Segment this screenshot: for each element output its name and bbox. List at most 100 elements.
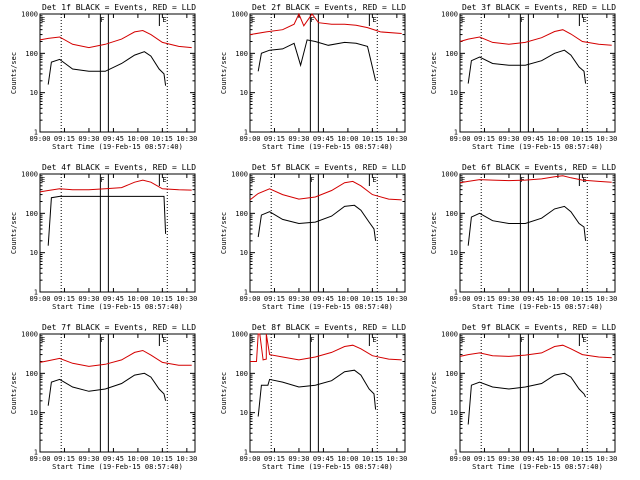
chart-panel-9: Det 9f BLACK = Events, RED = LLD 1 10 100 10… [430, 323, 617, 471]
event-rate-series-line [467, 49, 587, 84]
lld-rate-series-line [250, 333, 402, 362]
x-tick-label: 10:00 [127, 455, 148, 463]
event-rate-series-line [467, 205, 587, 246]
x-tick-label: 10:15 [572, 455, 593, 463]
x-tick-label: 09:15 [54, 455, 75, 463]
plot-frame [39, 13, 196, 133]
marker-label: E [162, 336, 166, 344]
x-tick-label: 09:45 [523, 295, 544, 303]
y-tick-label: 100 [235, 50, 248, 58]
marker-label: F [310, 16, 314, 24]
y-tick-label: 1 [34, 289, 38, 297]
x-tick-label: 09:30 [498, 135, 519, 143]
marker-label: F [100, 16, 104, 24]
x-tick-label: 09:00 [29, 135, 50, 143]
x-tick-label: 09:00 [239, 135, 260, 143]
y-tick-label: 10 [30, 409, 38, 417]
y-tick-label: 1000 [441, 171, 458, 179]
event-rate-series-line [257, 204, 377, 241]
x-tick-label: 09:30 [288, 135, 309, 143]
chart-panel-8: Det 8f BLACK = Events, RED = LLD 1 10 100 10… [220, 323, 407, 471]
x-tick-label: 10:30 [176, 295, 197, 303]
lld-rate-series-line [459, 175, 612, 184]
x-tick-label: 10:15 [362, 295, 383, 303]
lld-rate-series-line [459, 29, 612, 46]
x-tick-label: 10:00 [547, 455, 568, 463]
chart-panel-1: Det 1f BLACK = Events, RED = LLD 1 10 100 10… [10, 3, 197, 151]
x-tick-label: 09:15 [474, 295, 495, 303]
x-axis-label: Start Time (19-Feb-15 08:57:40) [472, 463, 603, 471]
event-rate-series-line [47, 372, 167, 406]
x-tick-label: 09:30 [78, 295, 99, 303]
y-tick-label: 1000 [441, 331, 458, 339]
y-tick-label: 1 [244, 129, 248, 137]
marker-label: F [100, 176, 104, 184]
x-tick-label: 09:45 [313, 135, 334, 143]
y-tick-label: 1000 [21, 331, 38, 339]
x-axis-label: Start Time (19-Feb-15 08:57:40) [52, 463, 183, 471]
lld-rate-series-line [39, 179, 192, 193]
x-tick-label: 09:30 [78, 135, 99, 143]
x-tick-label: 09:45 [103, 135, 124, 143]
marker-label: F [310, 176, 314, 184]
marker-label: E [162, 16, 166, 24]
chart-panel-3: Det 3f BLACK = Events, RED = LLD 1 10 100 10… [430, 3, 617, 151]
plot-frame [249, 13, 406, 133]
y-tick-label: 1000 [21, 11, 38, 19]
x-axis-label: Start Time (19-Feb-15 08:57:40) [262, 303, 393, 311]
x-tick-label: 10:15 [362, 135, 383, 143]
x-tick-label: 09:00 [449, 135, 470, 143]
lld-rate-series-line [39, 29, 192, 49]
y-tick-label: 100 [25, 210, 38, 218]
y-tick-label: 100 [235, 210, 248, 218]
x-tick-label: 09:30 [498, 295, 519, 303]
plot-frame [249, 333, 406, 453]
y-tick-label: 10 [30, 89, 38, 97]
y-tick-label: 1 [34, 129, 38, 137]
lld-rate-series-line [249, 180, 402, 201]
x-tick-label: 10:30 [596, 455, 617, 463]
x-tick-label: 09:00 [449, 295, 470, 303]
x-tick-label: 09:45 [103, 295, 124, 303]
x-axis-label: Start Time (19-Feb-15 08:57:40) [52, 303, 183, 311]
y-axis-label: Counts/sec [10, 212, 18, 254]
marker-label: F [520, 336, 524, 344]
chart-title: Det 6f BLACK = Events, RED = LLD [462, 163, 616, 172]
y-tick-label: 1000 [21, 171, 38, 179]
chart-panel-4: Det 4f BLACK = Events, RED = LLD 1 10 100 10… [10, 163, 197, 311]
x-tick-label: 10:15 [152, 295, 173, 303]
marker-label: E [582, 16, 586, 24]
marker-label: E [41, 176, 45, 184]
x-tick-label: 09:30 [288, 455, 309, 463]
event-rate-series-line [467, 372, 587, 425]
marker-label: E [251, 176, 255, 184]
marker-label: E [41, 16, 45, 24]
plot-frame [459, 173, 616, 293]
chart-title: Det 8f BLACK = Events, RED = LLD [252, 323, 406, 332]
x-tick-label: 09:15 [264, 295, 285, 303]
y-tick-label: 1 [244, 289, 248, 297]
x-tick-label: 10:15 [572, 295, 593, 303]
x-axis-label: Start Time (19-Feb-15 08:57:40) [472, 143, 603, 151]
marker-label: F [100, 336, 104, 344]
y-axis-label: Counts/sec [220, 52, 228, 94]
x-tick-label: 09:30 [288, 295, 309, 303]
x-tick-label: 10:00 [547, 295, 568, 303]
x-tick-label: 10:15 [572, 135, 593, 143]
event-rate-series-line [47, 51, 167, 86]
marker-label: E [372, 16, 376, 24]
lld-rate-series-line [459, 344, 612, 359]
x-tick-label: 10:30 [386, 295, 407, 303]
marker-label: E [372, 176, 376, 184]
y-tick-label: 10 [30, 249, 38, 257]
y-axis-label: Counts/sec [220, 372, 228, 414]
x-tick-label: 09:00 [29, 455, 50, 463]
marker-label: E [372, 336, 376, 344]
chart-panel-6: Det 6f BLACK = Events, RED = LLD 1 10 100 10… [430, 163, 617, 311]
plot-frame [39, 173, 196, 293]
y-tick-label: 10 [450, 89, 458, 97]
chart-panel-2: Det 2f BLACK = Events, RED = LLD 1 10 100 10… [220, 3, 407, 151]
marker-label: E [162, 176, 166, 184]
y-tick-label: 1 [34, 449, 38, 457]
